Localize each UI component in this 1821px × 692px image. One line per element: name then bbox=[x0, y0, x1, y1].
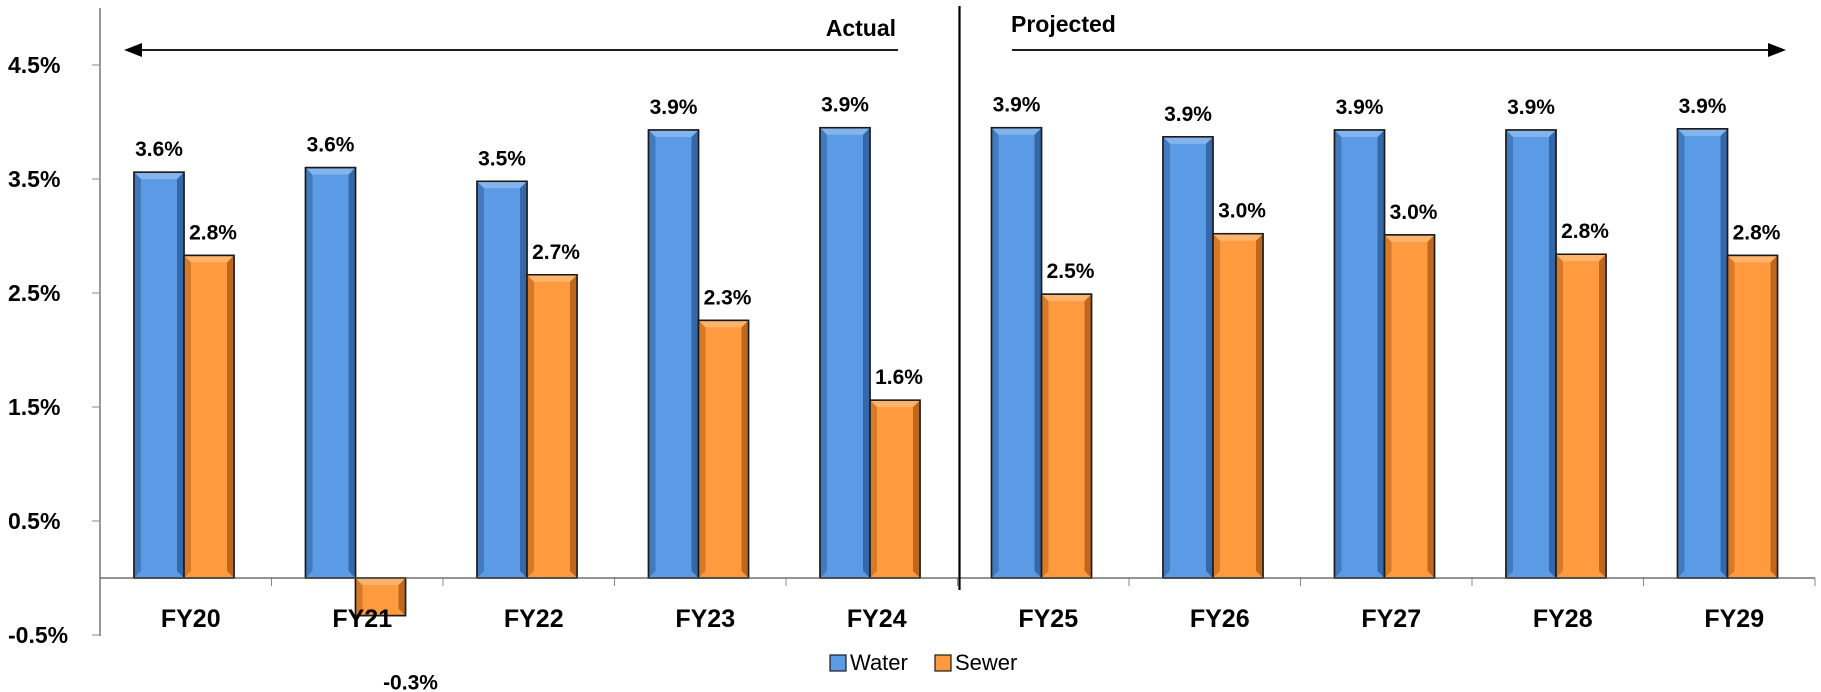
bar-sewer-fy28 bbox=[1555, 253, 1607, 579]
y-tick-label: 1.5% bbox=[8, 394, 60, 420]
bar-water-fy24 bbox=[819, 126, 871, 579]
data-label-water-fy24: 3.9% bbox=[821, 94, 869, 117]
data-label-water-fy27: 3.9% bbox=[1336, 96, 1384, 119]
data-label-water-fy21: 3.6% bbox=[307, 134, 355, 157]
x-tick-label-fy21: FY21 bbox=[332, 605, 392, 633]
bar-sewer-fy22 bbox=[526, 274, 578, 579]
bar-water-fy27 bbox=[1333, 129, 1386, 579]
legend-label-water: Water bbox=[850, 650, 908, 675]
data-label-sewer-fy27: 3.0% bbox=[1390, 201, 1438, 224]
x-tick-label-fy25: FY25 bbox=[1018, 605, 1078, 633]
bar-water-fy21 bbox=[304, 166, 357, 579]
bar-water-fy28 bbox=[1505, 129, 1557, 579]
bar-sewer-fy27 bbox=[1383, 234, 1436, 579]
bar-sewer-fy23 bbox=[697, 319, 750, 579]
legend-swatch-water bbox=[829, 654, 847, 672]
bar-sewer-fy29 bbox=[1726, 254, 1779, 579]
bar-sewer-fy25 bbox=[1040, 293, 1093, 579]
x-tick-label-fy20: FY20 bbox=[161, 605, 221, 633]
x-tick-label-fy28: FY28 bbox=[1533, 605, 1593, 633]
x-tick-label-fy23: FY23 bbox=[675, 605, 735, 633]
projected-arrow-head bbox=[1768, 43, 1786, 57]
bars-layer bbox=[133, 126, 1779, 617]
data-label-sewer-fy21: -0.3% bbox=[383, 672, 438, 692]
data-label-sewer-fy24: 1.6% bbox=[875, 366, 923, 389]
x-tick-label-fy27: FY27 bbox=[1361, 605, 1421, 633]
data-label-sewer-fy23: 2.3% bbox=[704, 286, 752, 309]
legend-label-sewer: Sewer bbox=[955, 650, 1017, 675]
bar-sewer-fy26 bbox=[1212, 232, 1264, 579]
period-label-projected: Projected bbox=[1011, 11, 1116, 37]
bar-water-fy23 bbox=[647, 129, 700, 579]
bar-water-fy20 bbox=[133, 171, 185, 579]
actual-arrow-head bbox=[124, 43, 142, 57]
data-label-water-fy28: 3.9% bbox=[1507, 96, 1555, 119]
y-tick-label: 2.5% bbox=[8, 280, 60, 306]
period-annotations: Actual Projected bbox=[124, 6, 1786, 590]
x-tick-label-fy22: FY22 bbox=[504, 605, 564, 633]
y-tick-label: 3.5% bbox=[8, 166, 60, 192]
data-label-sewer-fy26: 3.0% bbox=[1218, 200, 1266, 223]
bar-water-fy29 bbox=[1676, 128, 1729, 579]
x-tick-label-fy29: FY29 bbox=[1704, 605, 1764, 633]
data-labels-layer: 3.6% 2.8% 3.6% -0.3% 3.5% 2.7% 3.9% 2.3% 3.9% 1.6… bbox=[135, 94, 1781, 692]
bar-sewer-fy21 bbox=[354, 577, 407, 617]
y-tick-label: -0.5% bbox=[8, 622, 68, 648]
bar-water-fy22 bbox=[476, 180, 528, 579]
legend: Water Sewer bbox=[829, 650, 1017, 675]
data-label-water-fy26: 3.9% bbox=[1164, 103, 1212, 126]
y-tick-label: 0.5% bbox=[8, 508, 60, 534]
data-label-water-fy22: 3.5% bbox=[478, 147, 526, 170]
x-tick-label-fy26: FY26 bbox=[1190, 605, 1250, 633]
data-label-sewer-fy25: 2.5% bbox=[1047, 260, 1095, 283]
legend-swatch-sewer bbox=[934, 654, 952, 672]
period-label-actual: Actual bbox=[826, 15, 896, 41]
data-label-sewer-fy28: 2.8% bbox=[1561, 220, 1609, 243]
bar-water-fy25 bbox=[990, 126, 1043, 579]
data-label-water-fy23: 3.9% bbox=[650, 96, 698, 119]
y-tick-label: 4.5% bbox=[8, 52, 60, 78]
data-label-sewer-fy29: 2.8% bbox=[1733, 221, 1781, 244]
data-label-water-fy25: 3.9% bbox=[993, 94, 1041, 117]
bar-sewer-fy20 bbox=[183, 254, 235, 579]
bar-sewer-fy24 bbox=[869, 399, 921, 579]
data-label-water-fy29: 3.9% bbox=[1679, 95, 1727, 118]
data-label-water-fy20: 3.6% bbox=[135, 138, 183, 161]
data-label-sewer-fy22: 2.7% bbox=[532, 241, 580, 264]
x-tick-label-fy24: FY24 bbox=[847, 605, 907, 633]
data-label-sewer-fy20: 2.8% bbox=[189, 221, 237, 244]
bar-water-fy26 bbox=[1162, 136, 1214, 579]
axes-layer: FY20 FY21 FY22 FY23 FY24 FY25 FY26 FY27 FY28 FY29… bbox=[8, 8, 1816, 648]
